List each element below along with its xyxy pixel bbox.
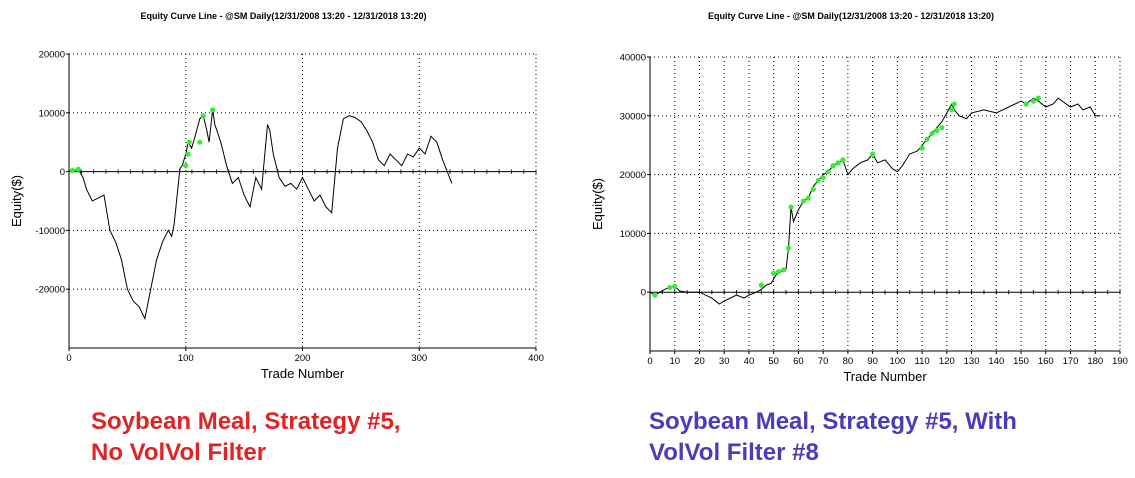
- highlight-point: [820, 174, 826, 181]
- x-tick-label: 10: [669, 356, 680, 367]
- equity-line: [68, 109, 453, 321]
- y-tick-label: 30000: [620, 111, 646, 122]
- x-tick-label: 100: [889, 356, 905, 367]
- highlight-point: [788, 204, 794, 210]
- highlight-point: [667, 284, 673, 291]
- y-tick-label: 10000: [620, 229, 646, 240]
- x-tick-label: 90: [867, 356, 878, 367]
- y-axis-title: Equity($): [9, 175, 24, 227]
- caption-line-1: Soybean Meal, Strategy #5, With: [649, 408, 1017, 435]
- chart-title: Equity Curve Line - @SM Daily(12/31/2008…: [708, 11, 994, 21]
- x-tick-label: 70: [818, 356, 829, 367]
- x-tick-label: 180: [1087, 356, 1103, 367]
- chart-caption: Soybean Meal, Strategy #5, With VolVol F…: [649, 406, 1017, 468]
- y-tick-label: 20000: [39, 50, 65, 61]
- x-tick-label: 160: [1038, 356, 1054, 367]
- y-tick-label: -20000: [35, 285, 65, 296]
- highlight-point: [800, 198, 806, 204]
- highlight-point: [197, 139, 203, 145]
- highlight-point: [810, 186, 816, 192]
- y-tick-label: 0: [60, 167, 65, 178]
- y-tick-label: -10000: [35, 226, 65, 237]
- x-tick-label: 150: [1013, 356, 1029, 367]
- highlight-point: [185, 151, 191, 157]
- y-tick-label: 10000: [39, 108, 65, 119]
- x-tick-label: 50: [768, 356, 779, 367]
- highlight-point: [835, 160, 841, 166]
- highlight-point: [949, 107, 955, 113]
- highlight-point: [951, 101, 957, 107]
- x-tick-label: 0: [66, 353, 71, 364]
- highlight-point: [776, 269, 782, 275]
- highlight-point: [75, 166, 81, 172]
- x-tick-label: 400: [528, 353, 544, 364]
- equity-chart-no-filter: 0 100 200 300 400 20000 10000 0 -10000 -20000 Trad…: [9, 50, 544, 382]
- equity-chart-with-filter: 0 10 20 30 40 50 60 70 80 90 100 110 120 130 140 150 160…: [590, 53, 1128, 385]
- caption-line-2: No VolVol Filter: [91, 439, 267, 466]
- highlight-point: [840, 157, 846, 163]
- highlight-point: [870, 151, 876, 157]
- highlight-point: [924, 136, 930, 142]
- highlight-point: [939, 124, 945, 131]
- highlight-point: [825, 169, 831, 175]
- x-tick-label: 110: [915, 356, 930, 367]
- right-chart-panel: Equity Curve Line - @SM Daily(12/31/2008…: [567, 0, 1135, 478]
- highlight-point: [1023, 101, 1029, 107]
- highlight-point: [1035, 95, 1041, 101]
- x-tick-label: 130: [964, 356, 980, 367]
- caption-line-2: VolVol Filter #8: [649, 439, 819, 466]
- y-tick-label: 40000: [620, 53, 646, 64]
- highlight-point: [785, 245, 792, 251]
- x-axis-title: Trade Number: [843, 369, 927, 384]
- highlight-point: [672, 283, 678, 289]
- x-tick-label: 60: [793, 356, 804, 367]
- chart-caption: Soybean Meal, Strategy #5, No VolVol Fil…: [91, 406, 400, 468]
- x-tick-label: 0: [647, 356, 652, 367]
- y-tick-label: 20000: [620, 170, 646, 181]
- highlight-point: [771, 270, 777, 276]
- highlight-point: [805, 195, 811, 201]
- x-tick-label: 120: [939, 356, 955, 367]
- x-tick-label: 170: [1063, 356, 1079, 367]
- highlight-point: [780, 267, 787, 273]
- x-tick-label: 30: [719, 356, 730, 367]
- x-axis-title: Trade Number: [261, 366, 345, 381]
- highlight-point: [200, 113, 206, 119]
- highlight-point: [919, 145, 925, 151]
- left-chart-panel: Equity Curve Line - @SM Daily(12/31/2008…: [0, 0, 567, 478]
- x-tick-label: 300: [411, 353, 427, 364]
- highlight-point: [652, 292, 658, 298]
- y-tick-label: 0: [641, 288, 646, 299]
- highlight-point: [69, 167, 76, 174]
- highlight-point: [183, 163, 189, 169]
- x-tick-label: 100: [178, 353, 194, 364]
- highlight-point: [1030, 98, 1037, 104]
- highlight-point: [815, 177, 821, 184]
- x-tick-label: 40: [744, 356, 755, 367]
- x-tick-label: 140: [988, 356, 1004, 367]
- highlight-point: [934, 127, 940, 134]
- x-tick-label: 80: [843, 356, 854, 367]
- highlight-point: [830, 163, 836, 169]
- x-tick-label: 200: [295, 353, 311, 364]
- y-axis-title: Equity($): [590, 178, 605, 230]
- x-tick-label: 190: [1112, 356, 1128, 367]
- highlight-point: [929, 130, 935, 137]
- equity-line: [649, 97, 1101, 305]
- highlight-point: [758, 282, 764, 288]
- chart-title: Equity Curve Line - @SM Daily(12/31/2008…: [140, 11, 427, 21]
- x-tick-label: 20: [694, 356, 705, 367]
- highlight-point: [186, 139, 192, 145]
- caption-line-1: Soybean Meal, Strategy #5,: [91, 408, 401, 435]
- highlight-point: [210, 107, 216, 113]
